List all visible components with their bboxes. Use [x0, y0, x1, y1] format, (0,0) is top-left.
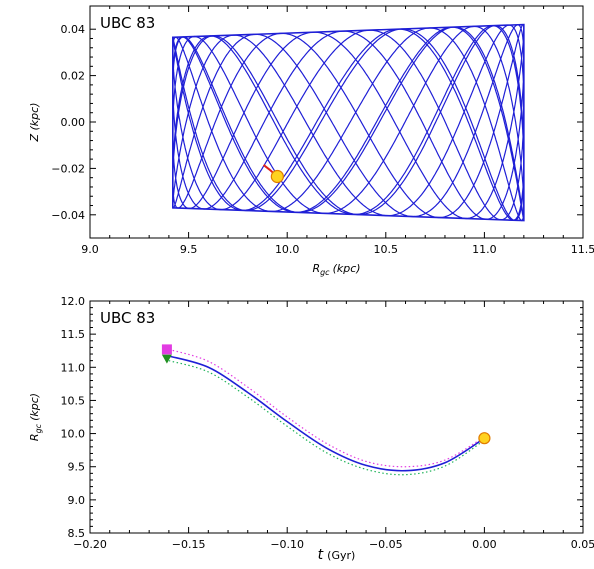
radius-time-y-tick-label: 8.5: [68, 527, 86, 540]
orbit-axis-ticks: 9.0 9.5 10.0 10.5 11.0 11.5 −0.04 −0.02 0.00 0.02…: [51, 6, 594, 256]
orbit-envelope: [172, 23, 525, 222]
radius-time-y-axis-label-main: R: [28, 433, 41, 441]
radius-time-start-square-marker: [161, 344, 172, 355]
orbit-y-tick-label: −0.02: [51, 162, 85, 175]
orbit-data-layer: [172, 23, 525, 222]
radius-time-x-axis-label-unit: (Gyr): [327, 549, 355, 562]
radius-time-x-tick-label: −0.05: [369, 538, 403, 551]
radius-time-plot-frame: [89, 300, 584, 534]
radius-time-panel-label: UBC 83: [100, 309, 155, 327]
radius-time-y-tick-label: 11.5: [61, 328, 86, 341]
orbit-x-axis-label-unit: (kpc): [333, 262, 361, 275]
radius-time-curve-solid: [168, 355, 485, 472]
radius-time-y-tick-label: 12.0: [61, 295, 86, 308]
radius-time-x-tick-label: 0.05: [571, 538, 594, 551]
orbit-y-tick-label: 0.04: [61, 23, 86, 36]
orbit-x-tick-label: 10.0: [275, 243, 300, 256]
orbit-y-tick-label: 0.02: [61, 70, 86, 83]
radius-time-y-axis-label-unit: (kpc): [28, 393, 41, 421]
radius-time-y-tick-label: 9.5: [68, 461, 86, 474]
radius-time-curve-dotted: [168, 360, 485, 476]
radius-time-x-tick-label: 0.00: [472, 538, 497, 551]
radius-time-x-tick-label: −0.15: [172, 538, 206, 551]
orbit-present-position-marker: [270, 169, 284, 184]
orbit-x-tick-label: 11.5: [571, 243, 594, 256]
orbit-x-tick-label: 11.0: [472, 243, 497, 256]
orbit-panel-label: UBC 83: [100, 14, 155, 32]
orbit-x-tick-label: 9.5: [180, 243, 198, 256]
orbit-x-axis-label: Rgc (kpc): [312, 262, 360, 277]
radius-time-y-tick-label: 11.0: [61, 361, 86, 374]
radius-time-y-axis-label: Rgc (kpc): [28, 393, 43, 441]
radius-time-curve-dotted: [168, 348, 485, 468]
radius-time-axis-ticks: −0.20 −0.15 −0.10 −0.05 0.00 0.05 8.5 9.0 9.5 10.…: [61, 295, 594, 551]
radius-time-start-triangle-marker: [161, 354, 172, 364]
radius-time-panel: −0.20 −0.15 −0.10 −0.05 0.00 0.05 8.5 9.0 9.5 10.…: [28, 295, 594, 563]
orbit-x-tick-label: 10.5: [374, 243, 399, 256]
radius-time-x-tick-label: −0.20: [73, 538, 107, 551]
radius-time-present-marker: [478, 432, 491, 445]
orbit-x-tick-label: 9.0: [81, 243, 99, 256]
radius-time-y-tick-label: 10.0: [61, 428, 86, 441]
orbit-x-axis-label-main: R: [312, 262, 320, 275]
radius-time-x-axis-label-main: t: [318, 547, 324, 563]
orbit-y-tick-label: 0.00: [61, 116, 86, 129]
radius-time-y-tick-label: 10.5: [61, 394, 86, 407]
orbit-trajectory: [172, 24, 525, 222]
radius-time-y-axis-label-sub: gc: [34, 423, 43, 433]
radius-time-x-tick-label: −0.10: [270, 538, 304, 551]
orbit-y-tick-label: −0.04: [51, 209, 85, 222]
orbit-x-axis-label-sub: gc: [320, 268, 330, 277]
radius-time-data-layer: [161, 344, 491, 476]
radius-time-x-axis-label: t (Gyr): [318, 547, 356, 563]
orbit-y-axis-label: Z (kpc): [28, 102, 41, 142]
orbit-panel: 9.0 9.5 10.0 10.5 11.0 11.5 −0.04 −0.02 0.00 0.02…: [28, 5, 594, 277]
radius-time-y-tick-label: 9.0: [68, 494, 86, 507]
